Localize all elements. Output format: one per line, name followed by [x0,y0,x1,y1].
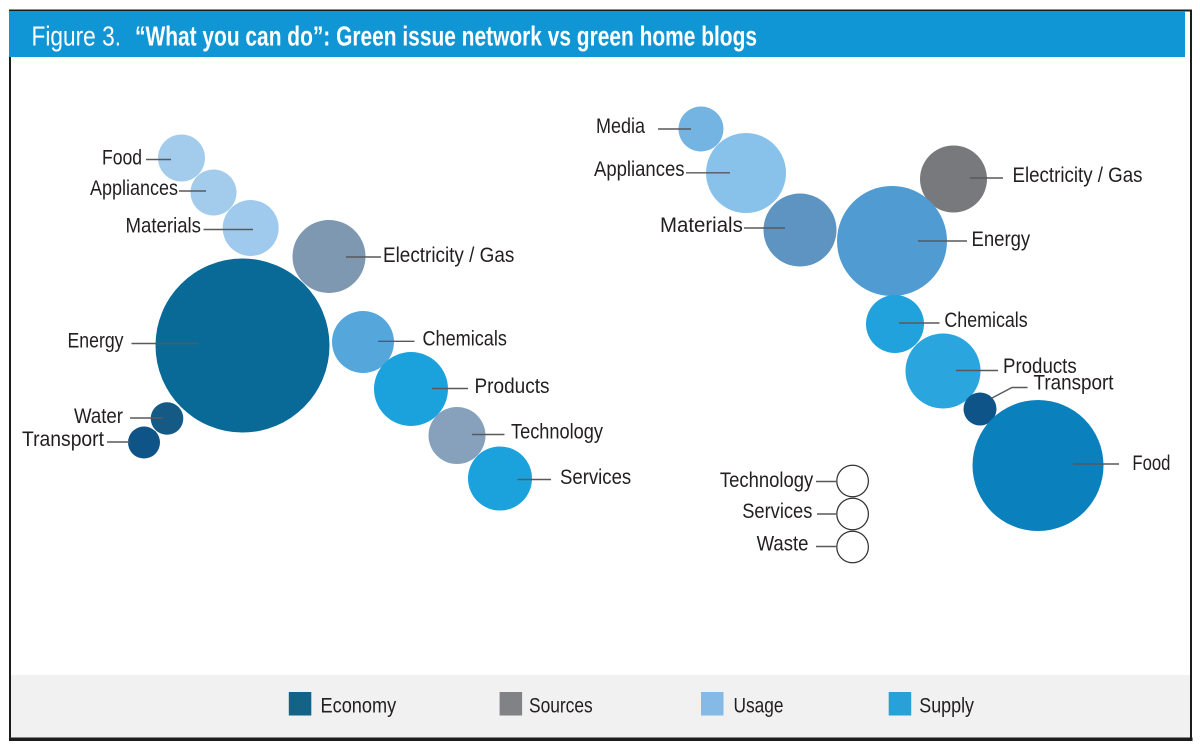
svg-text:Water: Water [74,405,123,428]
svg-text:Appliances: Appliances [90,177,178,200]
svg-text:Services: Services [742,500,812,523]
svg-text:Sources: Sources [529,694,593,718]
svg-text:Chemicals: Chemicals [423,328,507,351]
svg-text:Usage: Usage [734,694,784,718]
svg-text:Supply: Supply [919,694,974,718]
svg-text:Electricity / Gas: Electricity / Gas [1013,164,1143,187]
svg-text:Appliances: Appliances [594,158,685,181]
svg-text:Technology: Technology [720,469,814,492]
svg-text:Waste: Waste [757,533,809,556]
svg-text:Transport: Transport [22,428,104,451]
svg-text:Services: Services [560,466,631,489]
svg-text:Materials: Materials [126,215,202,238]
svg-text:Energy: Energy [68,330,124,353]
svg-text:Technology: Technology [511,421,603,444]
svg-text:Food: Food [102,147,142,170]
svg-text:Food: Food [1132,452,1170,475]
svg-text:Products: Products [1003,355,1077,378]
svg-text:Energy: Energy [972,228,1031,251]
svg-text:Media: Media [596,115,645,138]
svg-text:Materials: Materials [660,214,743,237]
svg-text:Figure 3.“What you can do”: Gr: Figure 3. “What you can do”: Green issue … [32,21,758,52]
svg-text:Transport: Transport [1034,372,1114,395]
svg-text:Economy: Economy [321,694,397,718]
svg-text:Chemicals: Chemicals [944,309,1027,332]
svg-text:Electricity / Gas: Electricity / Gas [383,244,514,267]
svg-text:Products: Products [475,375,550,398]
